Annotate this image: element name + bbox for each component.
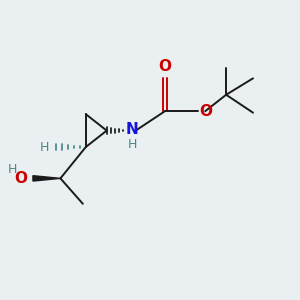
Text: O: O: [15, 171, 28, 186]
Text: O: O: [199, 104, 212, 119]
Text: H: H: [128, 137, 137, 151]
Text: N: N: [126, 122, 139, 137]
Polygon shape: [33, 176, 60, 181]
Text: H: H: [8, 163, 17, 176]
Text: H: H: [40, 140, 50, 154]
Text: O: O: [158, 59, 171, 74]
